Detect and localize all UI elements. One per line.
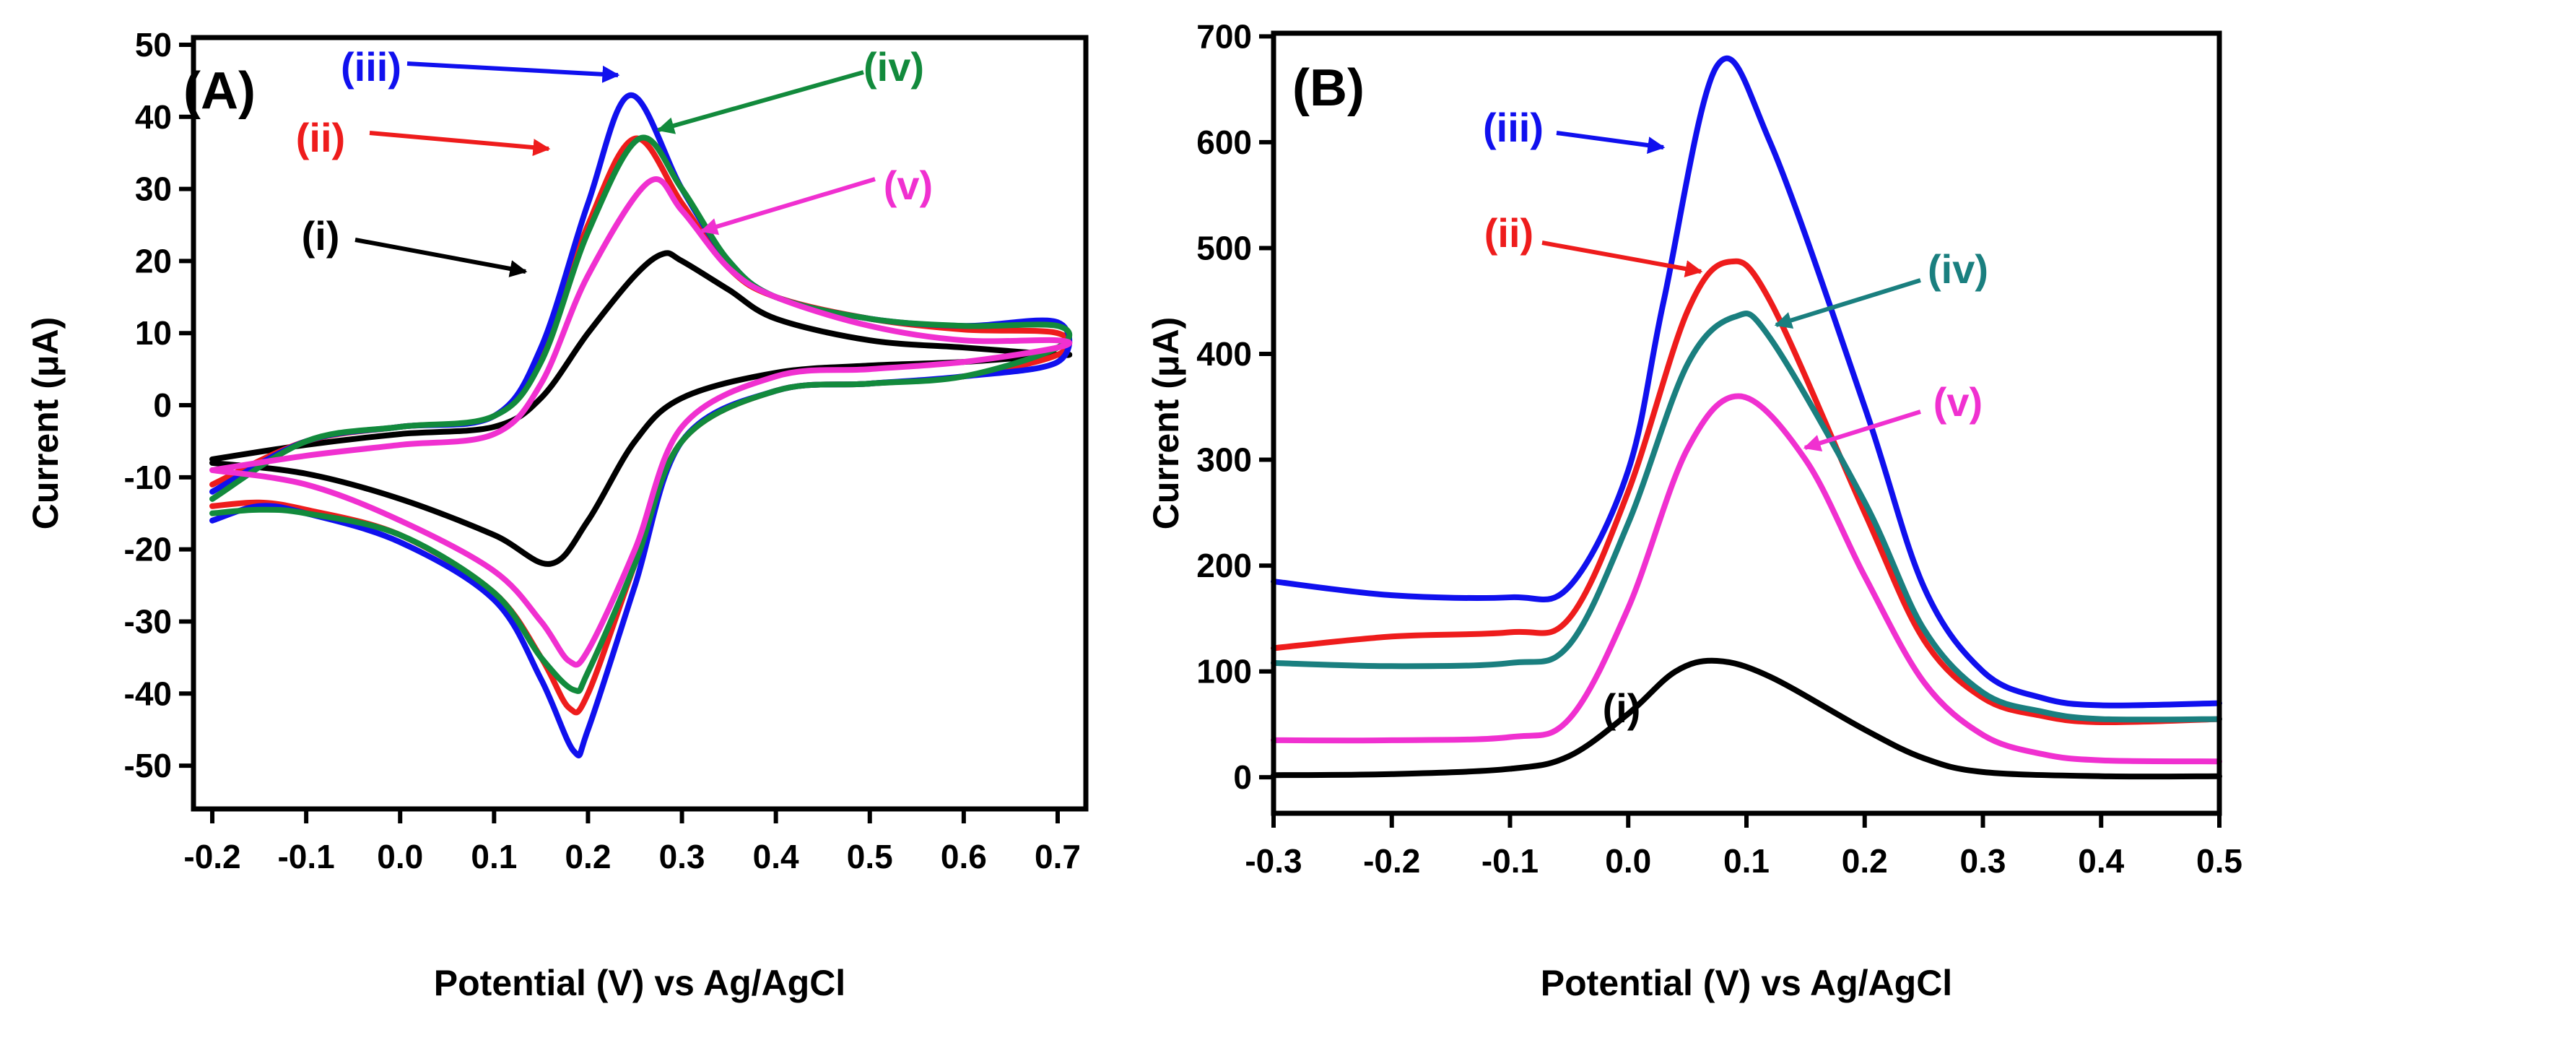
x-tick-label: -0.2 [1363, 842, 1420, 880]
y-axis-title: Current (μA) [1146, 317, 1186, 529]
y-tick-label: 50 [135, 26, 172, 64]
annotation-arrow-iii [406, 61, 620, 83]
y-tick-label: 20 [135, 242, 172, 280]
annotation-label-iv: (iv) [863, 44, 924, 90]
annotation-arrow-i [354, 238, 528, 277]
x-tick-label: 0.1 [1723, 842, 1770, 880]
y-tick-label: 0 [1233, 758, 1252, 796]
y-tick-label: 200 [1196, 547, 1252, 584]
y-tick-label: 100 [1196, 653, 1252, 690]
x-tick-label: 0.2 [565, 838, 611, 875]
x-tick-label: 0.0 [377, 838, 423, 875]
x-tick-label: 0.0 [1605, 842, 1651, 880]
y-tick-label: 600 [1196, 124, 1252, 161]
y-tick-label: 10 [135, 314, 172, 352]
annotation-arrow-ii [369, 131, 551, 157]
y-tick-label: -20 [124, 531, 172, 568]
x-tick-label: -0.2 [183, 838, 240, 875]
annotation-label-ii: (ii) [1484, 210, 1533, 256]
series-line-iv [209, 134, 1073, 694]
annotation-label-iii: (iii) [1483, 105, 1544, 150]
x-tick-label: 0.3 [659, 838, 705, 875]
annotation-arrow-v [700, 177, 876, 235]
series-line-iii [1271, 55, 2222, 709]
x-tick-label: -0.3 [1245, 842, 1302, 880]
x-tick-label: 0.6 [941, 838, 987, 875]
x-axis-title: Potential (V) vs Ag/AgCl [1541, 963, 1952, 1003]
y-tick-label: 700 [1196, 17, 1252, 55]
y-tick-label: -10 [124, 459, 172, 496]
y-tick-label: 0 [153, 386, 172, 424]
series-line-i [1271, 657, 2222, 780]
panel-b-dpv-chart: -0.3 -0.2 -0.1 0.0 0.1 0.2 0.3 0.4 0.5 0 100 200 300… [1146, 17, 2242, 1003]
plot-frame [1271, 30, 2222, 816]
x-tick-label: 0.5 [2196, 842, 2242, 880]
panel-label: (B) [1292, 59, 1365, 117]
annotation-arrow-iv [1774, 278, 1921, 329]
series-line-v [1271, 393, 2222, 765]
y-tick-label: -50 [124, 747, 172, 784]
y-tick-label: 400 [1196, 335, 1252, 373]
x-tick-label: -0.1 [1481, 842, 1539, 880]
annotation-arrow-v [1803, 410, 1921, 452]
series-line-iii [209, 92, 1073, 758]
x-tick-label: -0.1 [277, 838, 334, 875]
x-tick-label: 0.4 [2078, 842, 2124, 880]
annotation-label-iv: (iv) [1928, 246, 1988, 292]
x-tick-label: 0.5 [847, 838, 893, 875]
y-axis-title: Current (μA) [25, 317, 66, 529]
annotation-arrow-iv [656, 70, 864, 134]
x-tick-label: 0.1 [471, 838, 517, 875]
y-tick-label: -30 [124, 602, 172, 640]
annotation-label-v: (v) [884, 163, 933, 208]
annotation-label-i: (i) [1603, 685, 1641, 731]
x-tick-label: 0.7 [1035, 838, 1081, 875]
y-tick-label: 300 [1196, 441, 1252, 479]
plot-frame [191, 35, 1089, 812]
y-tick-label: 500 [1196, 229, 1252, 267]
x-tick-label: 0.4 [753, 838, 799, 875]
y-tick-label: 40 [135, 98, 172, 136]
annotation-label-ii: (ii) [296, 115, 345, 160]
annotation-label-v: (v) [1933, 379, 1983, 425]
annotation-label-iii: (iii) [341, 44, 401, 90]
x-tick-label: 0.3 [1960, 842, 2006, 880]
panel-a-cv-chart: -0.2 -0.1 0.0 0.1 0.2 0.3 0.4 0.5 0.6 0.7 50 40 30 20… [25, 26, 1089, 1003]
x-tick-label: 0.2 [1842, 842, 1888, 880]
series-line-ii [209, 135, 1073, 716]
y-tick-label: -40 [124, 675, 172, 712]
x-axis-title: Potential (V) vs Ag/AgCl [434, 963, 845, 1003]
annotation-arrow-ii [1541, 241, 1703, 277]
y-tick-label: 30 [135, 170, 172, 208]
annotation-label-i: (i) [302, 213, 340, 259]
series-line-i [209, 250, 1073, 567]
series-line-v [209, 176, 1073, 668]
panel-label: (A) [183, 62, 256, 120]
series-line-ii [1271, 258, 2222, 726]
annotation-arrow-iii [1556, 131, 1666, 154]
series-line-iv [1271, 311, 2222, 723]
